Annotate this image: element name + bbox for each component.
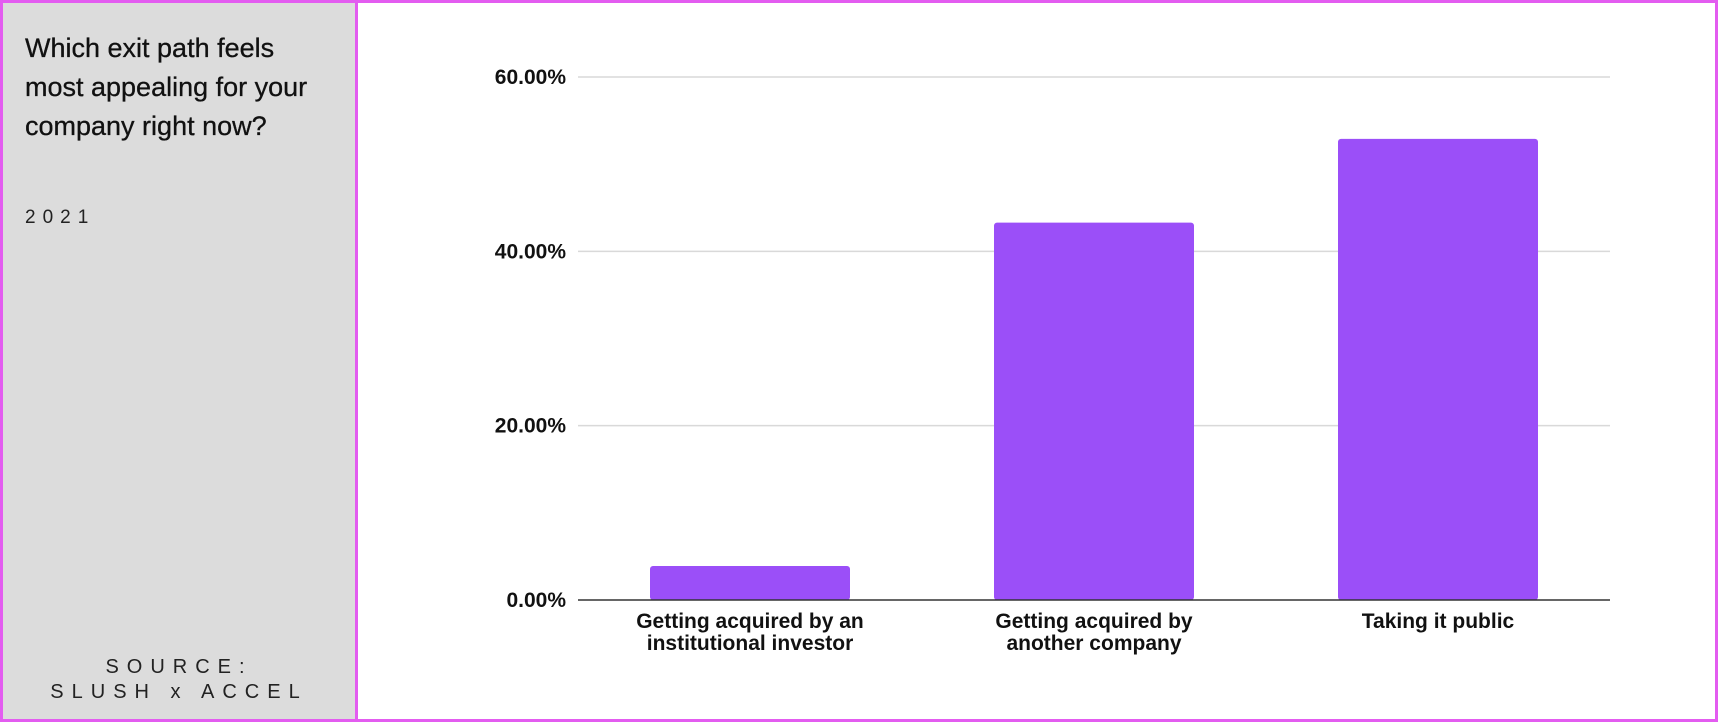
y-tick-label: 20.00% — [495, 415, 567, 438]
source-name: SLUSH x ACCEL — [50, 681, 308, 703]
bar — [650, 566, 850, 600]
x-tick-label: Getting acquired by another company — [995, 610, 1193, 655]
x-tick-label: Getting acquired by an institutional inve… — [636, 610, 864, 655]
source-credit: SOURCE: SLUSH x ACCEL — [3, 655, 355, 705]
y-tick-label: 40.00% — [495, 240, 567, 263]
bar-chart: 0.00% 20.00% 40.00% 60.00% Getting acquired … — [495, 66, 1610, 655]
x-tick-label: Taking it public — [1362, 610, 1515, 633]
year-label: 2021 — [25, 207, 96, 228]
y-tick-label: 0.00% — [506, 589, 566, 612]
question-title: Which exit path feels most appealing for… — [25, 33, 308, 141]
bar — [1338, 138, 1538, 600]
sidebar-panel: Which exit path feels most appealing for… — [3, 3, 358, 719]
y-tick-label: 60.00% — [495, 66, 567, 89]
source-label: SOURCE: — [105, 656, 253, 678]
bar — [994, 222, 1194, 600]
chart-area: 0.00% 20.00% 40.00% 60.00% Getting acquired … — [361, 3, 1718, 719]
